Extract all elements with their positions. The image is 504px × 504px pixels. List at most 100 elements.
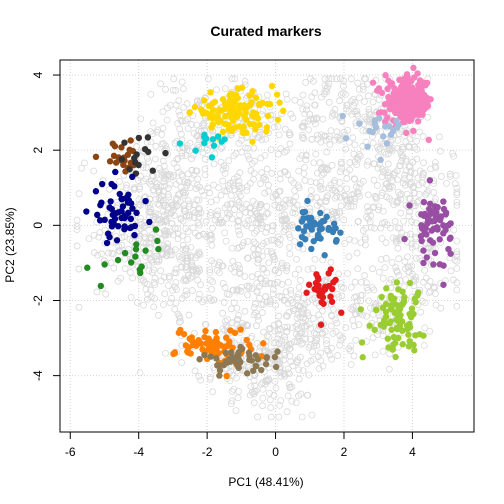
background-point — [222, 237, 230, 245]
background-point — [421, 324, 429, 332]
cluster-point — [230, 100, 237, 107]
background-point — [259, 107, 267, 115]
background-point — [228, 319, 236, 327]
background-point — [369, 204, 377, 212]
cluster-point — [127, 200, 135, 207]
background-point — [159, 108, 167, 116]
background-point — [121, 255, 129, 263]
background-point — [355, 321, 363, 329]
background-point — [246, 204, 254, 212]
cluster-point — [186, 335, 193, 342]
cluster-point — [304, 197, 311, 205]
background-point — [394, 244, 402, 252]
background-point — [336, 136, 343, 144]
cluster-point — [383, 140, 391, 147]
background-point — [285, 129, 293, 137]
cluster-point — [440, 205, 448, 213]
background-point — [169, 286, 177, 294]
background-point — [351, 195, 359, 202]
background-point — [208, 257, 215, 265]
y-tick-label: 2 — [31, 147, 45, 154]
background-point — [161, 227, 169, 234]
background-point — [145, 267, 153, 275]
background-point — [344, 203, 352, 210]
background-point — [201, 155, 209, 163]
cluster-point — [406, 310, 413, 318]
background-point — [295, 375, 303, 383]
cluster-point — [214, 133, 222, 140]
cluster-point — [440, 281, 447, 288]
cluster-point — [339, 112, 346, 120]
cluster-point — [128, 224, 135, 231]
background-point — [231, 75, 239, 83]
background-point — [426, 327, 434, 335]
background-point — [332, 212, 340, 220]
background-point — [289, 362, 297, 370]
cluster-points — [83, 64, 454, 380]
cluster-point — [239, 345, 246, 353]
background-point — [366, 218, 374, 226]
background-point — [350, 150, 358, 158]
background-point — [236, 169, 244, 177]
cluster-point — [440, 198, 447, 205]
background-point — [329, 208, 336, 216]
background-point — [275, 312, 283, 320]
background-point — [304, 265, 312, 273]
cluster-point — [113, 237, 121, 244]
background-point — [337, 280, 345, 287]
background-point — [166, 101, 174, 109]
background-point — [323, 148, 331, 156]
background-point — [107, 259, 115, 267]
background-point — [262, 292, 270, 300]
background-point — [261, 151, 269, 159]
background-point — [234, 222, 242, 230]
cluster-point — [197, 340, 205, 347]
cluster-point — [184, 348, 191, 355]
cluster-point — [133, 241, 140, 248]
background-point — [384, 169, 392, 177]
background-point — [213, 266, 221, 274]
cluster-point — [425, 136, 432, 144]
cluster-point — [317, 235, 324, 242]
background-point — [325, 98, 333, 106]
background-point — [343, 175, 351, 182]
background-point — [152, 210, 159, 217]
background-point — [195, 196, 202, 204]
background-point — [121, 265, 129, 272]
background-point — [363, 312, 370, 320]
cluster-point — [409, 84, 416, 91]
background-point — [160, 140, 167, 147]
cluster-point — [430, 261, 437, 268]
cluster-point — [440, 222, 447, 229]
background-point — [424, 187, 432, 195]
background-point — [248, 273, 256, 281]
background-point — [185, 311, 193, 319]
cluster-point — [369, 128, 376, 136]
cluster-point — [399, 89, 406, 97]
cluster-point — [389, 128, 397, 135]
background-point — [420, 159, 428, 167]
background-point — [443, 179, 450, 187]
background-point — [192, 254, 200, 262]
background-point — [314, 135, 322, 143]
cluster-point — [207, 353, 214, 360]
background-point — [283, 408, 291, 416]
background-point — [251, 207, 259, 215]
cluster-point — [200, 108, 208, 116]
cluster-point — [262, 361, 270, 368]
x-tick-label: 4 — [409, 445, 416, 459]
background-point — [295, 265, 303, 273]
background-point — [357, 297, 365, 305]
cluster-point — [296, 241, 304, 248]
cluster-point — [241, 102, 248, 109]
background-point — [269, 222, 277, 230]
background-point — [379, 207, 387, 215]
background-point — [160, 201, 168, 209]
background-point — [355, 151, 363, 158]
background-point — [453, 237, 461, 245]
background-point — [277, 397, 285, 405]
background-point — [102, 290, 110, 298]
background-point — [453, 198, 461, 206]
cluster-point — [419, 90, 427, 98]
cluster-point — [391, 300, 398, 308]
